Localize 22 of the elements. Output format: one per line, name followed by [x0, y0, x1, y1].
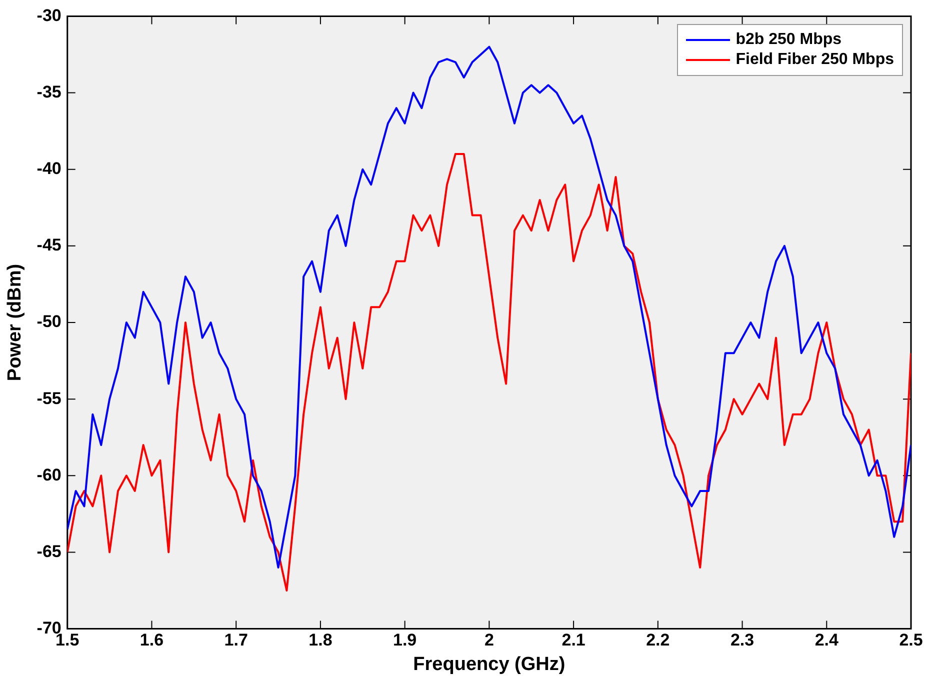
x-tick-label: 2 [484, 630, 494, 650]
x-tick-label: 2.2 [646, 630, 670, 650]
x-tick-label: 2.1 [562, 630, 586, 650]
x-tick-label: 2.3 [730, 630, 754, 650]
x-tick-label: 2.4 [814, 630, 839, 650]
y-tick-label: -40 [36, 159, 62, 178]
x-tick-label: 1.9 [393, 630, 417, 650]
x-tick-label: 1.6 [140, 630, 164, 650]
x-tick-label: 1.7 [224, 630, 248, 650]
legend-label: b2b 250 Mbps [736, 31, 842, 50]
y-tick-label: -50 [36, 312, 62, 332]
legend-label: Field Fiber 250 Mbps [736, 51, 894, 70]
y-tick-label: -65 [36, 542, 62, 561]
x-axis-title: Frequency (GHz) [413, 654, 566, 675]
x-tick-label: 2.5 [899, 630, 923, 650]
y-tick-label: -55 [36, 388, 62, 408]
y-tick-label: -60 [36, 465, 62, 484]
y-axis-title: Power (dBm) [4, 264, 26, 382]
y-tick-label: -35 [36, 82, 62, 102]
y-tick-label: -30 [36, 6, 62, 25]
x-tick-label: 1.8 [308, 630, 332, 650]
y-tick-label: -45 [36, 236, 62, 255]
